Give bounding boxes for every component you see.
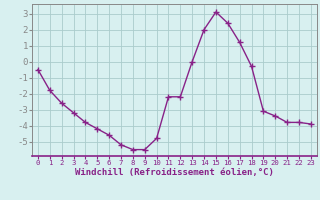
X-axis label: Windchill (Refroidissement éolien,°C): Windchill (Refroidissement éolien,°C) — [75, 168, 274, 177]
